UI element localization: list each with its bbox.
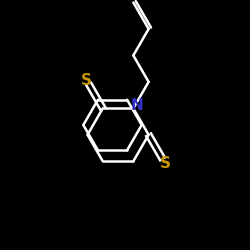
- Text: S: S: [80, 72, 92, 88]
- Text: N: N: [131, 98, 144, 113]
- Text: S: S: [160, 156, 171, 170]
